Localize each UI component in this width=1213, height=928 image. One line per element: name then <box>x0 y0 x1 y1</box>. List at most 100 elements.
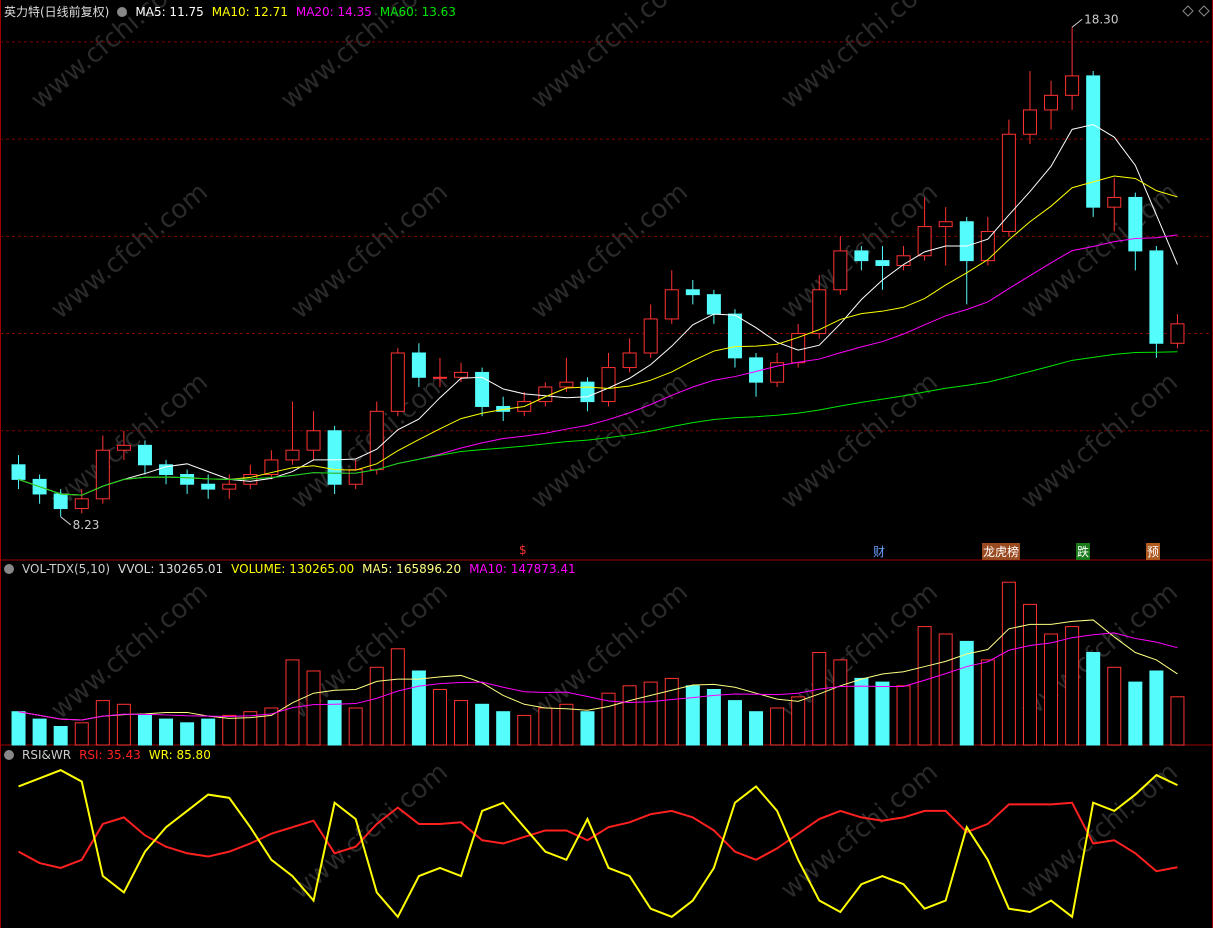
volume-bar <box>432 689 447 746</box>
legend-entry: MA5: 165896.20 <box>362 562 462 576</box>
volume-bar <box>74 722 89 746</box>
volume-bar <box>1149 670 1164 746</box>
volume-bar <box>180 722 195 746</box>
volume-bar <box>475 703 490 746</box>
volume-bar <box>496 711 511 746</box>
annotation-leader <box>60 516 71 526</box>
volume-bar <box>327 700 342 746</box>
candle-body <box>74 498 89 510</box>
volume-bar <box>1022 603 1037 746</box>
volume-bar <box>980 659 995 746</box>
volume-bar <box>411 670 426 746</box>
volume-bar <box>222 714 237 746</box>
candle-body <box>601 367 616 403</box>
candle-body <box>306 430 321 451</box>
volume-bar <box>95 700 110 746</box>
volume-bar <box>243 711 258 746</box>
legend-entry: MA60: 13.63 <box>379 4 456 19</box>
volume-bar <box>938 633 953 746</box>
candle-body <box>875 260 890 266</box>
candle-body <box>264 459 279 476</box>
candle-body <box>1149 250 1164 344</box>
volume-bar <box>306 670 321 746</box>
legend-entry: VVOL: 130265.01 <box>118 562 224 576</box>
candle-body <box>664 289 679 320</box>
volume-bar <box>369 666 384 746</box>
ma-line <box>18 351 1178 496</box>
event-marker[interactable]: 财 <box>873 545 886 559</box>
event-marker[interactable]: 跌 <box>1076 543 1091 560</box>
volume-bar <box>622 685 637 746</box>
candle-body <box>1022 109 1037 135</box>
legend-entry: VOLUME: 130265.00 <box>231 562 355 576</box>
volume-bar <box>201 718 216 746</box>
volume-bar <box>749 711 764 746</box>
volume-bar <box>706 689 721 746</box>
volume-bar <box>137 714 152 746</box>
volume-bar <box>854 677 869 746</box>
volume-bar <box>875 681 890 746</box>
candle-body <box>1170 323 1185 344</box>
volume-bar <box>390 648 405 746</box>
candle-body <box>959 221 974 262</box>
volume-bar <box>1065 626 1080 746</box>
candle-body <box>1044 94 1059 111</box>
volume-bar <box>1170 696 1185 746</box>
annotation-leader <box>1071 18 1083 28</box>
volume-bar <box>770 707 785 746</box>
candle-body <box>706 294 721 315</box>
volume-bar <box>812 652 827 746</box>
candle-body <box>580 381 595 403</box>
candle-body <box>917 226 932 257</box>
rsi-header: RSI&WR RSI: 35.43 WR: 85.80 <box>4 748 211 762</box>
candle-body <box>1086 75 1101 208</box>
icon[interactable] <box>4 564 14 574</box>
volume-bar <box>11 711 26 746</box>
volume-bar <box>580 711 595 746</box>
candle-body <box>327 430 342 485</box>
volume-bar <box>1086 652 1101 746</box>
volume-bar <box>348 707 363 746</box>
icon[interactable] <box>117 6 128 17</box>
volume-bar <box>833 659 848 746</box>
volume-bar <box>791 696 806 746</box>
candle-body <box>854 250 869 262</box>
candle-body <box>454 371 469 378</box>
candle-body <box>475 371 490 407</box>
volume-bar <box>917 626 932 746</box>
legend-entry: WR: 85.80 <box>148 748 211 762</box>
indicator-line <box>18 801 1178 873</box>
panel-title: RSI&WR <box>22 748 72 762</box>
legend-entry: MA10: 147873.41 <box>469 562 576 576</box>
icon[interactable] <box>4 750 14 760</box>
candle-body <box>685 289 700 296</box>
volume-bar <box>264 707 279 746</box>
ma-line <box>18 123 1178 496</box>
icon[interactable] <box>1182 5 1194 17</box>
candle-body <box>285 449 300 461</box>
event-marker[interactable]: 预 <box>1146 543 1161 560</box>
volume-bar <box>643 681 658 746</box>
candle-body <box>1001 133 1016 232</box>
candle-body <box>1065 75 1080 96</box>
volume-bar <box>664 677 679 746</box>
candle-body <box>770 362 785 383</box>
candle-body <box>980 230 995 262</box>
volume-bar <box>685 685 700 746</box>
annotation: 18.30 <box>1084 12 1118 26</box>
volume-bar <box>1044 633 1059 746</box>
candle-body <box>159 464 174 476</box>
candle-body <box>432 376 447 379</box>
event-marker[interactable]: 龙虎榜 <box>982 543 1021 560</box>
candle-body <box>938 221 953 228</box>
candle-body <box>1107 196 1122 208</box>
annotation: 8.23 <box>73 518 100 532</box>
candle-body <box>180 474 195 485</box>
icon[interactable] <box>1198 5 1210 17</box>
volume-bar <box>517 714 532 746</box>
candle-body <box>137 444 152 466</box>
main-header: 英力特(日线前复权) MA5: 11.75 MA10: 12.71 MA20: 14… <box>4 3 456 20</box>
event-marker[interactable]: $ <box>519 543 527 557</box>
volume-bar <box>116 703 131 746</box>
